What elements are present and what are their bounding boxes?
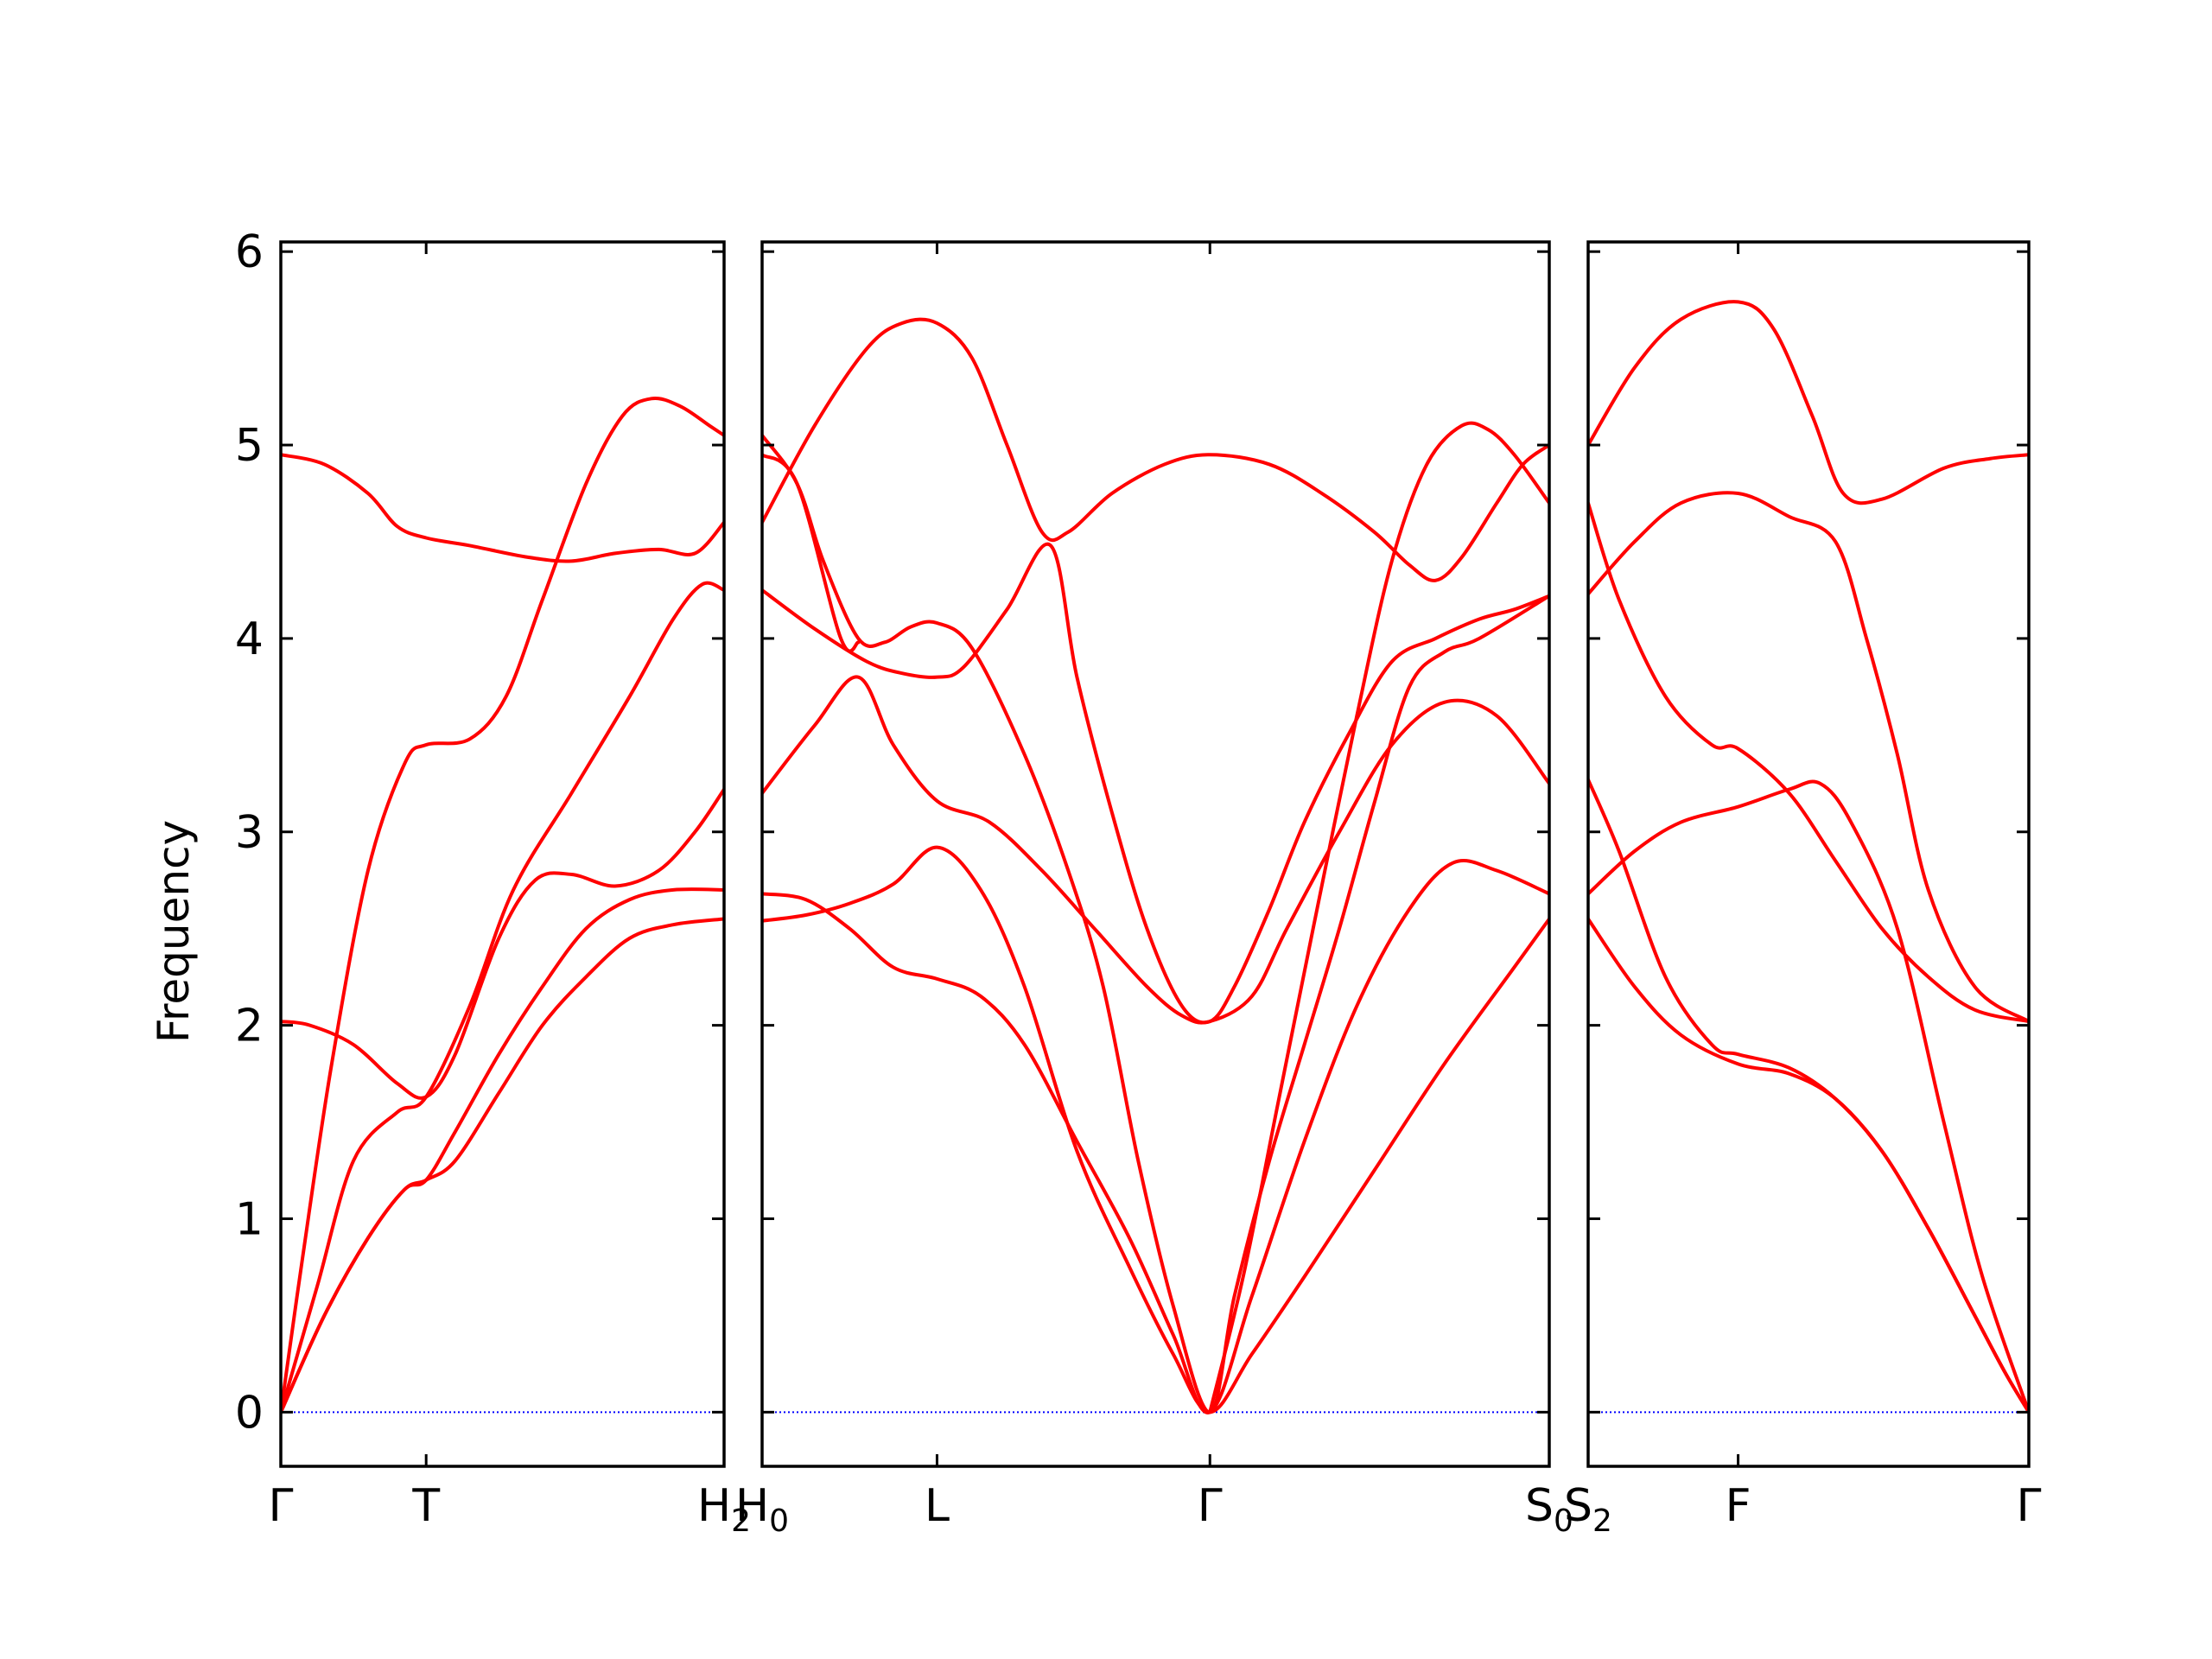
band-line-4 xyxy=(1588,501,2029,1024)
y-tick-label: 3 xyxy=(235,807,264,859)
band-line-8 xyxy=(1208,421,1549,1414)
y-tick-label: 2 xyxy=(235,1001,264,1052)
band-line-3 xyxy=(281,787,724,1100)
bands xyxy=(281,396,724,1414)
band-line-2 xyxy=(762,858,1549,1414)
band-line-1 xyxy=(762,845,1549,1414)
y-tick-label: 5 xyxy=(235,420,264,472)
band-line-5 xyxy=(1588,491,2029,1024)
x-tick-label: T xyxy=(411,1480,440,1532)
band-line-6 xyxy=(1588,300,2029,505)
panel-2: H0 L Γ S0 xyxy=(735,240,1573,1539)
x-tick-label: Γ xyxy=(1198,1480,1223,1532)
x-tick-label: H0 xyxy=(735,1480,789,1539)
band-line-6 xyxy=(762,317,1549,582)
x-tick-label: Γ xyxy=(2017,1480,2042,1532)
x-tick-label: F xyxy=(1726,1480,1751,1532)
band-line-6 xyxy=(281,453,724,563)
x-tick-label: S0 xyxy=(1525,1480,1573,1539)
y-tick-label: 6 xyxy=(235,226,264,278)
x-tick-label-subscript: 0 xyxy=(1554,1503,1573,1539)
y-tick-label: 0 xyxy=(235,1387,264,1439)
x-tick-label-subscript: 0 xyxy=(769,1503,789,1539)
band-line-2 xyxy=(1588,778,2029,1414)
panel-3: S2 F Γ xyxy=(1564,240,2042,1539)
band-line-4 xyxy=(281,581,724,1414)
band-line-1 xyxy=(1588,917,2029,1414)
y-tick-label: 4 xyxy=(235,613,264,665)
panel-frame xyxy=(1586,240,2031,1468)
band-line-3 xyxy=(1588,779,2029,1414)
x-tick-label-subscript: 2 xyxy=(731,1503,751,1539)
band-line-3 xyxy=(762,675,1549,1025)
x-tick-label: Γ xyxy=(269,1480,294,1532)
x-tick-label-subscript: 2 xyxy=(1592,1503,1612,1539)
x-tick-label: S2 xyxy=(1564,1480,1612,1539)
x-tick-label: L xyxy=(925,1480,950,1532)
bands xyxy=(762,317,1549,1414)
y-tick-label: 1 xyxy=(235,1193,264,1245)
panel-frame xyxy=(760,240,1551,1468)
band-line-2 xyxy=(281,887,724,1414)
y-axis-label: Frequency xyxy=(149,820,199,1043)
band-line-5 xyxy=(762,433,1549,1414)
band-line-7 xyxy=(762,453,861,653)
bands xyxy=(1588,300,2029,1414)
panel-frame xyxy=(279,240,726,1468)
band-line-5 xyxy=(281,396,724,1414)
band-line-1 xyxy=(281,917,724,1414)
panel-1: Γ T H2 xyxy=(269,240,751,1539)
band-line-4 xyxy=(762,542,1549,1025)
